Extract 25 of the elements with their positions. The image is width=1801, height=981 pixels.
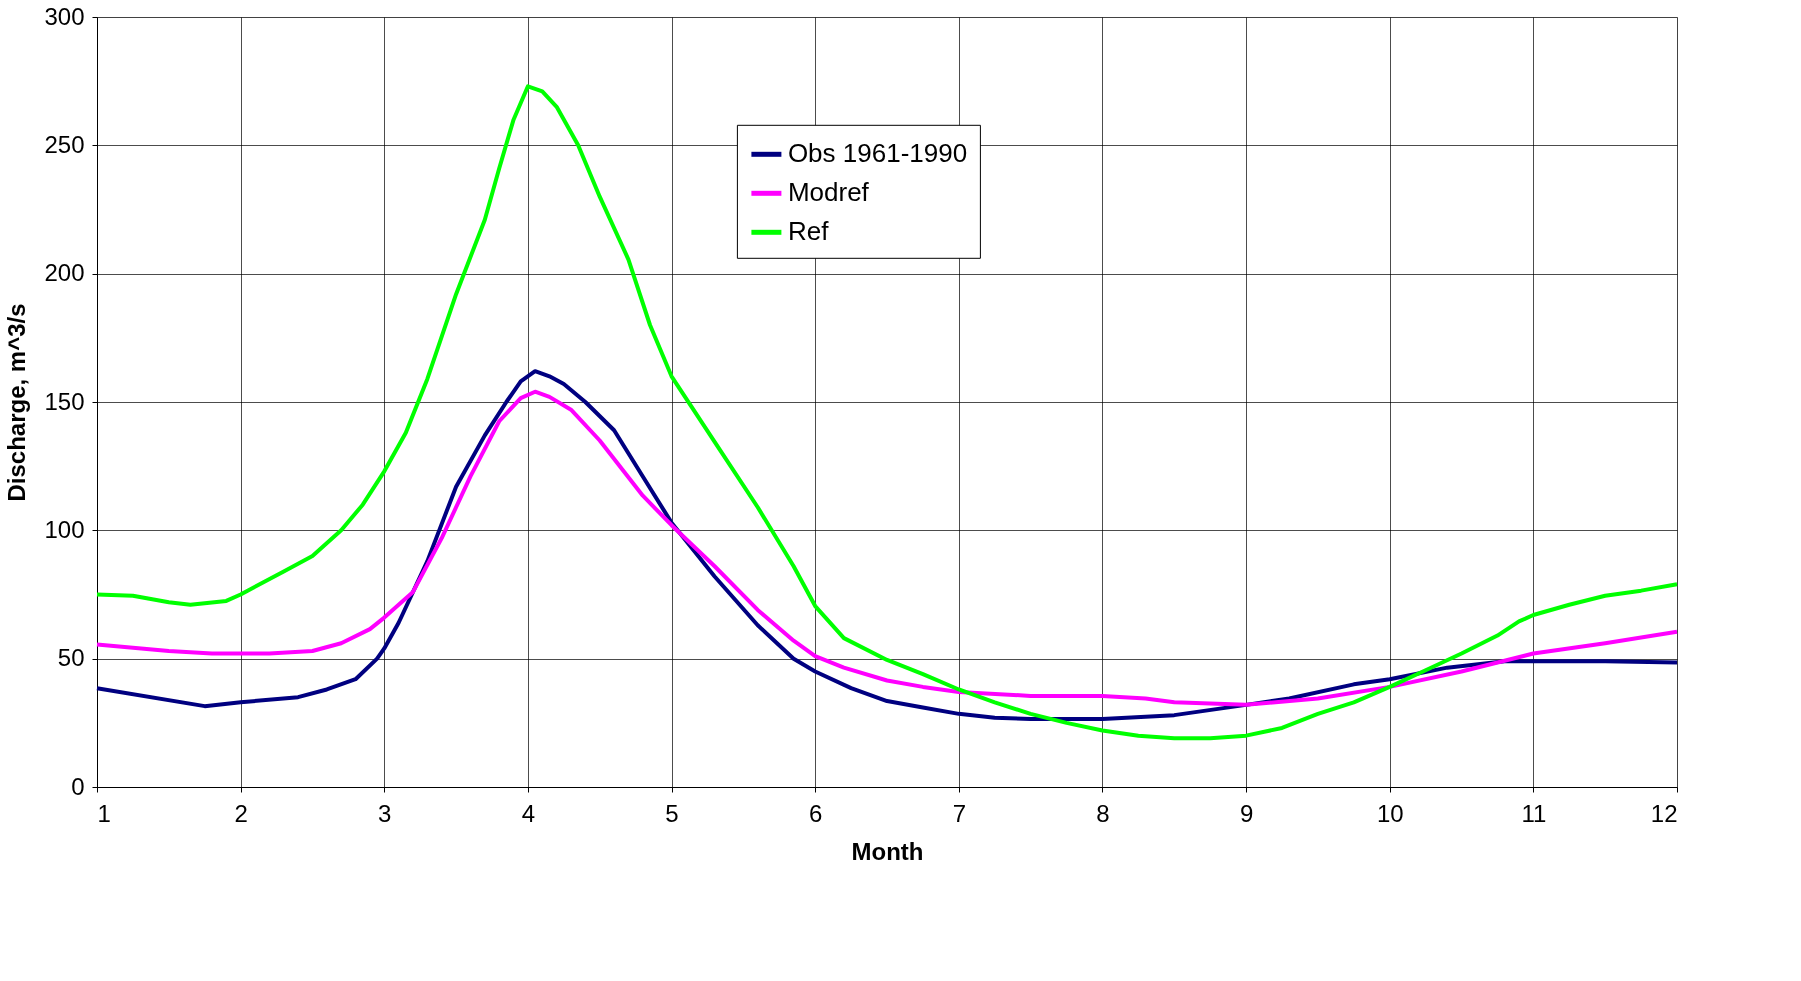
legend-label: Obs 1961-1990 [787, 138, 968, 169]
y-axis-title: Discharge, m^3/s [3, 303, 31, 502]
y-tick-label: 50 [57, 644, 85, 672]
x-tick-label: 1 [97, 799, 111, 827]
x-tick-label: 7 [952, 799, 966, 827]
x-tick-label: 9 [1239, 799, 1254, 827]
y-tick-label: 250 [44, 130, 85, 158]
x-axis-title: Month [851, 837, 924, 865]
x-tick-label: 10 [1376, 799, 1404, 827]
x-tick-label: 6 [809, 799, 823, 827]
x-tick-label: 8 [1096, 799, 1110, 827]
x-tick-label: 2 [234, 799, 248, 827]
x-tick-label: 12 [1650, 799, 1678, 827]
legend-label: Ref [787, 216, 830, 247]
y-tick-label: 300 [44, 2, 85, 30]
legend-label: Modref [787, 177, 870, 208]
x-tick-label: 11 [1521, 799, 1547, 827]
y-tick-label: 0 [71, 772, 85, 800]
x-tick-label: 3 [378, 799, 392, 827]
x-tick-label: 4 [521, 799, 536, 827]
y-tick-label: 200 [44, 259, 85, 287]
line-series [95, 84, 1679, 741]
y-tick-label: 150 [44, 387, 85, 415]
x-tick-label: 5 [665, 799, 679, 827]
y-tick-label: 100 [44, 515, 85, 543]
